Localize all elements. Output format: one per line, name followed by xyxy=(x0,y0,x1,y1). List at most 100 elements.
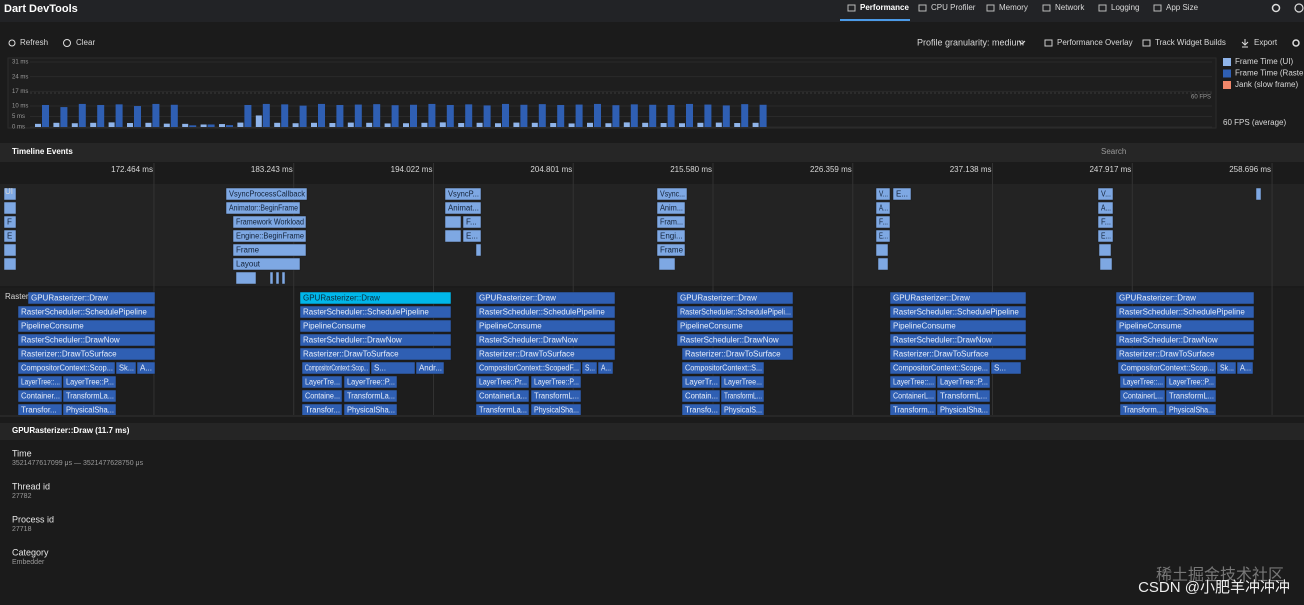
event-label[interactable]: GPURasterizer::Draw xyxy=(1119,294,1196,303)
raster-frame-bar[interactable] xyxy=(134,106,141,127)
ui-frame-bar[interactable] xyxy=(660,123,667,127)
event-bar[interactable] xyxy=(875,229,891,243)
event-label[interactable]: PhysicalSha... xyxy=(940,406,988,415)
ui-frame-bar[interactable] xyxy=(163,123,170,127)
event-label[interactable]: Layout xyxy=(236,260,261,269)
event-bar[interactable] xyxy=(1236,361,1254,375)
raster-frame-bar[interactable] xyxy=(594,103,601,127)
event-bar[interactable] xyxy=(232,215,307,229)
ui-frame-bar[interactable] xyxy=(237,122,244,127)
event-bar[interactable] xyxy=(115,361,137,375)
event-bar[interactable] xyxy=(1115,333,1255,347)
event-bar[interactable] xyxy=(875,187,891,201)
event-bar[interactable] xyxy=(530,389,582,403)
event-bar[interactable] xyxy=(936,389,991,403)
event-bar[interactable] xyxy=(889,361,991,375)
toolbar-settings[interactable] xyxy=(1292,39,1300,47)
event-label[interactable]: LayerTree::P... xyxy=(534,378,579,387)
ui-frame-bar[interactable] xyxy=(587,122,593,127)
event-bar[interactable] xyxy=(1117,361,1217,375)
event-label[interactable]: S... xyxy=(994,364,1006,373)
raster-frame-bar[interactable] xyxy=(428,103,436,127)
event-bar[interactable] xyxy=(1097,215,1114,229)
ui-frame-bar[interactable] xyxy=(697,122,704,127)
event-bar[interactable] xyxy=(530,403,582,416)
event-bar[interactable] xyxy=(1119,389,1166,403)
event-label[interactable]: RasterScheduler::SchedulePipeline xyxy=(893,308,1019,317)
event-bar[interactable] xyxy=(17,333,156,347)
event-bar[interactable] xyxy=(720,403,765,416)
event-label[interactable]: Rasterizer::DrawToSurface xyxy=(893,350,989,359)
event-label[interactable]: Rasterizer::DrawToSurface xyxy=(685,350,781,359)
ui-frame-bar[interactable] xyxy=(200,124,207,127)
ui-frame-bar[interactable] xyxy=(347,122,354,127)
event-label[interactable]: PipelineConsume xyxy=(21,322,84,331)
event-bar[interactable] xyxy=(475,361,582,375)
event-label[interactable]: F xyxy=(7,218,12,227)
event-bar[interactable] xyxy=(936,375,991,389)
raster-frame-bar[interactable] xyxy=(520,104,528,127)
ui-frame-bar[interactable] xyxy=(403,123,409,127)
event-bar[interactable] xyxy=(656,215,686,229)
event-label[interactable]: RasterScheduler::SchedulePipeline xyxy=(21,308,147,317)
event-label[interactable]: TransformLa... xyxy=(347,392,395,401)
ui-frame-bar[interactable] xyxy=(311,122,317,127)
event-label[interactable]: GPURasterizer::Draw xyxy=(893,294,970,303)
tab[interactable]: Logging xyxy=(1111,3,1139,12)
clear-button[interactable]: Clear xyxy=(63,38,96,47)
raster-frame-bar[interactable] xyxy=(446,104,454,127)
event-label[interactable]: Rasterizer::DrawToSurface xyxy=(21,350,117,359)
event-bar[interactable] xyxy=(681,361,765,375)
event-label[interactable]: LayerTree::... xyxy=(21,378,60,387)
event-label[interactable]: LayerTree::P... xyxy=(1169,378,1214,387)
search-field[interactable]: Search xyxy=(1101,147,1126,156)
event-label[interactable]: TransformLa... xyxy=(479,406,527,415)
event-label[interactable]: RasterScheduler::SchedulePipeline xyxy=(1119,308,1245,317)
event-label[interactable]: PipelineConsume xyxy=(479,322,542,331)
track-widgets-button[interactable]: Track Widget Builds xyxy=(1155,38,1226,47)
raster-frame-bar[interactable] xyxy=(502,103,509,127)
event-label[interactable]: TransformL... xyxy=(940,392,987,401)
event-label[interactable]: CompositorContext::Scope... xyxy=(893,364,988,373)
event-label[interactable]: F... xyxy=(466,218,477,227)
event-bar[interactable] xyxy=(225,187,308,201)
event-bar[interactable] xyxy=(1216,361,1237,375)
event-label[interactable]: PipelineConsume xyxy=(303,322,366,331)
ui-frame-bar[interactable] xyxy=(715,122,722,127)
ui-frame-bar[interactable] xyxy=(531,122,538,127)
event-label[interactable]: Engine::BeginFrame xyxy=(236,232,305,241)
event-label[interactable]: PhysicalSha... xyxy=(534,406,579,415)
ui-frame-bar[interactable] xyxy=(513,122,520,127)
event-label[interactable]: ContainerL... xyxy=(1123,392,1163,401)
event-bar[interactable] xyxy=(299,319,452,333)
ui-frame-bar[interactable] xyxy=(274,122,281,127)
raster-frame-bar[interactable] xyxy=(244,104,252,127)
event-label[interactable]: E... xyxy=(896,190,908,199)
event-label[interactable]: LayerTree::P... xyxy=(66,378,114,387)
event-bar[interactable] xyxy=(656,229,686,243)
overlay-button[interactable]: Performance Overlay xyxy=(1057,38,1133,47)
ui-frame-bar[interactable] xyxy=(495,123,501,127)
event-bar[interactable] xyxy=(875,215,891,229)
event-bar[interactable] xyxy=(720,389,765,403)
event-label[interactable]: ContainerL... xyxy=(893,392,934,401)
tab[interactable]: Memory xyxy=(999,3,1028,12)
event-label[interactable]: RasterScheduler::DrawNow xyxy=(303,336,402,345)
event-label[interactable]: LayerTre... xyxy=(305,378,340,387)
ui-frame-bar[interactable] xyxy=(605,123,612,127)
event-label[interactable]: LayerTree::P... xyxy=(347,378,395,387)
event-bar[interactable] xyxy=(299,347,452,361)
export-button[interactable]: Export xyxy=(1254,38,1278,47)
event-label[interactable]: RasterScheduler::DrawNow xyxy=(680,336,779,345)
event-label[interactable]: A... xyxy=(879,204,888,213)
event-label[interactable]: Engi... xyxy=(660,232,683,241)
ui-frame-bar[interactable] xyxy=(90,122,97,127)
event-label[interactable]: Rasterizer::DrawToSurface xyxy=(479,350,575,359)
ui-frame-bar[interactable] xyxy=(255,115,262,127)
event-bar[interactable] xyxy=(17,319,156,333)
event-bar[interactable] xyxy=(681,347,794,361)
event-bar[interactable] xyxy=(343,375,398,389)
event-label[interactable]: Transfor... xyxy=(21,406,57,415)
ui-frame-bar[interactable] xyxy=(752,122,759,127)
event-bar[interactable] xyxy=(301,403,343,416)
